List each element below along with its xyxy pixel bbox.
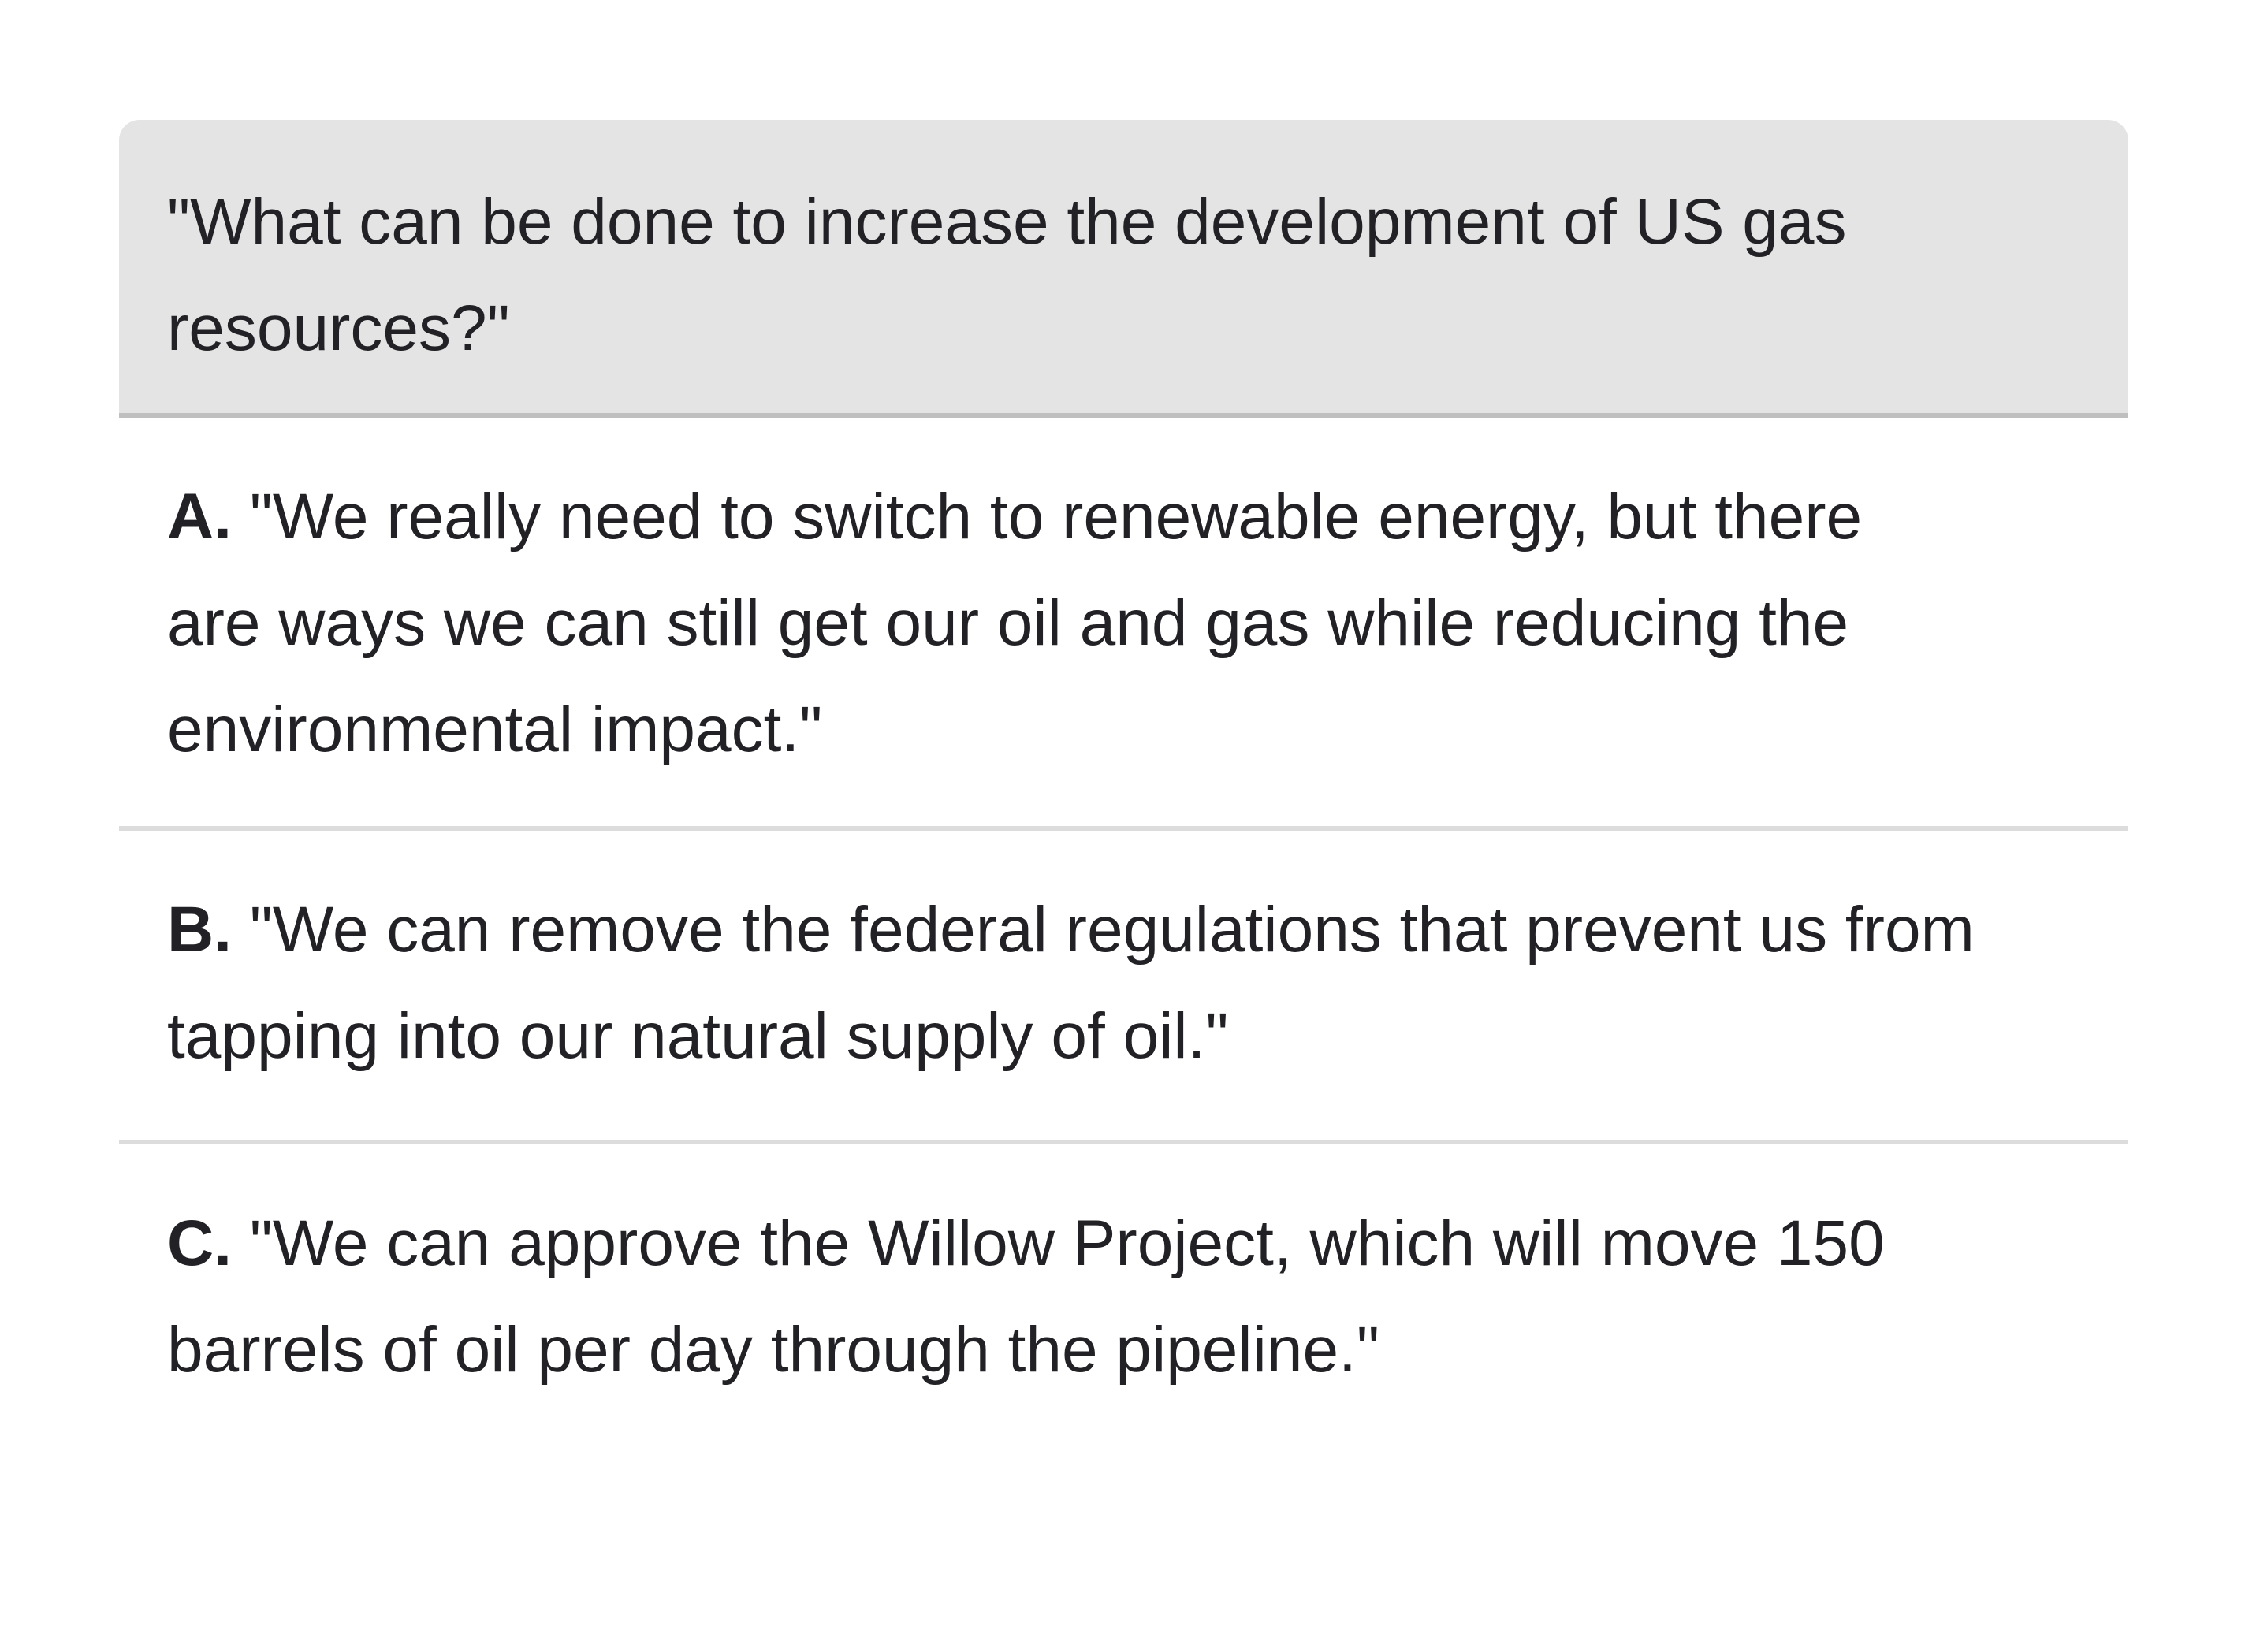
answer-option-c[interactable]: C. "We can approve the Willow Project, w…: [119, 1144, 2128, 1450]
question-card: "What can be done to increase the develo…: [119, 120, 2128, 1450]
answer-option-b-letter: B.: [167, 894, 232, 966]
question-prompt: "What can be done to increase the develo…: [119, 120, 2128, 418]
answer-option-b[interactable]: B. "We can remove the federal regulation…: [119, 831, 2128, 1144]
answer-option-c-content: C. "We can approve the Willow Project, w…: [167, 1190, 2059, 1403]
question-text: "What can be done to increase the develo…: [167, 186, 1847, 364]
answer-option-b-text: "We can remove the federal regulations t…: [167, 894, 1975, 1072]
answer-option-b-content: B. "We can remove the federal regulation…: [167, 876, 2138, 1089]
answer-option-a[interactable]: A. "We really need to switch to renewabl…: [119, 418, 2128, 831]
answer-option-a-text: "We really need to switch to renewable e…: [167, 481, 1863, 765]
answer-option-c-text: "We can approve the Willow Project, whic…: [167, 1207, 1885, 1386]
answer-option-c-letter: C.: [167, 1207, 232, 1279]
answer-option-a-content: A. "We really need to switch to renewabl…: [167, 463, 1949, 783]
answer-option-a-letter: A.: [167, 481, 232, 553]
